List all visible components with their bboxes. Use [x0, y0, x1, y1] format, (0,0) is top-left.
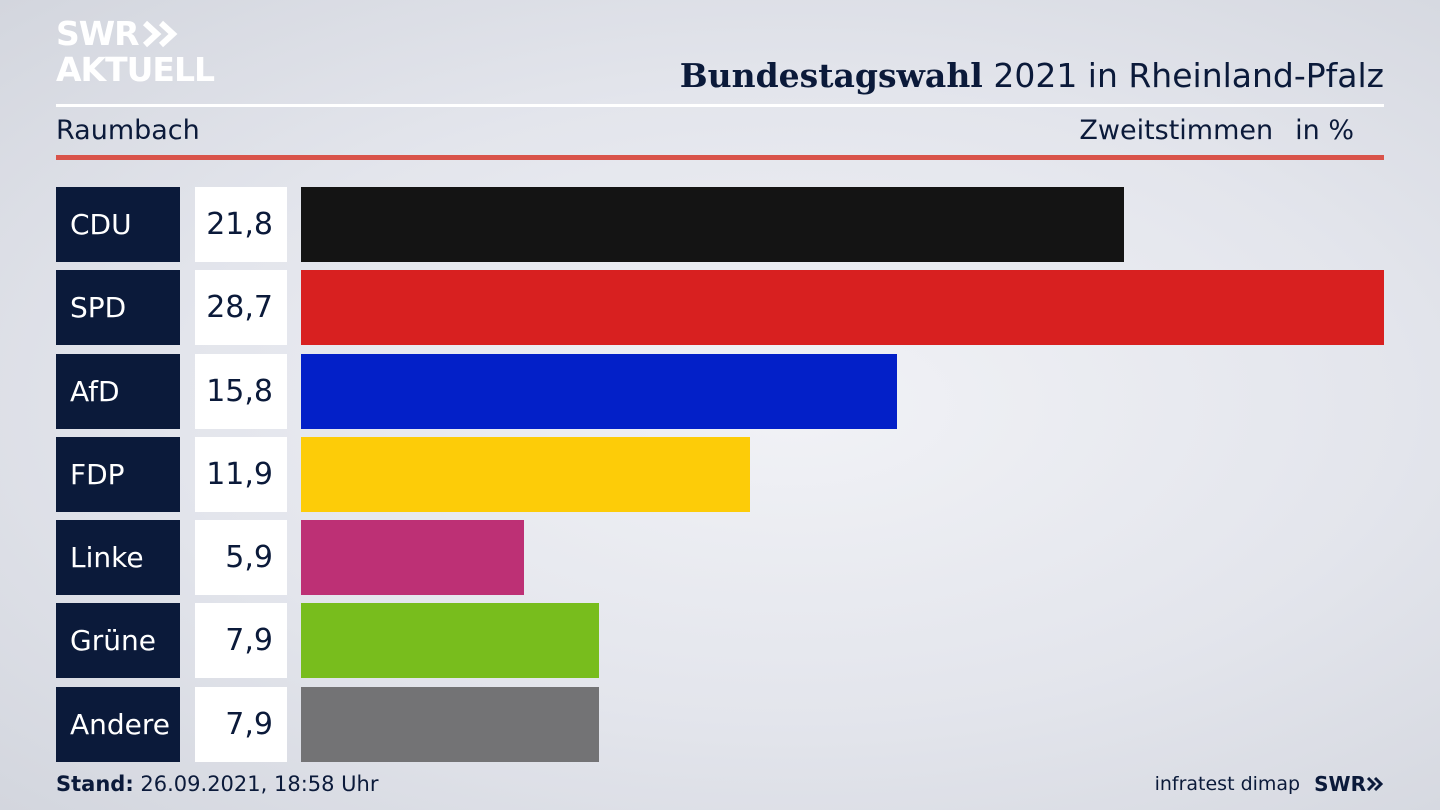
party-label-gr-ne: Grüne [56, 603, 180, 679]
source-text: infratest dimap [1154, 773, 1301, 795]
stand-label: Stand: [56, 772, 134, 796]
logo-aktuell-text: AKTUELL [56, 50, 215, 89]
bar-chart: CDU 21,8 SPD 28,7 AfD 15,8 FDP 11,9 Linke 5,9 Grün… [56, 187, 1384, 770]
stand-value: 26.09.2021, 18:58 Uhr [133, 772, 379, 796]
party-label-fdp: FDP [56, 436, 180, 512]
swr-aktuell-logo: SWR AKTUELL [56, 14, 215, 89]
bar-row-afd: AfD 15,8 [56, 353, 1384, 429]
bar-row-cdu: CDU 21,8 [56, 187, 1384, 262]
value-label-afd: 15,8 [195, 353, 287, 429]
bar-row-fdp: FDP 11,9 [56, 436, 1384, 512]
title-rest: 2021 in Rheinland-Pfalz [982, 56, 1384, 95]
bar-gr-ne [301, 603, 599, 679]
party-label-cdu: CDU [56, 187, 180, 262]
bar-row-gr-ne: Grüne 7,9 [56, 603, 1384, 679]
value-label-gr-ne: 7,9 [195, 603, 287, 679]
bar-row-linke: Linke 5,9 [56, 520, 1384, 596]
party-label-andere: Andere [56, 686, 180, 762]
value-label-fdp: 11,9 [195, 436, 287, 512]
measure-label: Zweitstimmen in % [1079, 115, 1354, 146]
logo-swr-text: SWR [56, 14, 140, 53]
source-credit: infratest dimap SWR [1155, 772, 1384, 796]
timestamp: Stand: 26.09.2021, 18:58 Uhr [56, 772, 379, 796]
bar-andere [301, 686, 599, 762]
bar-row-andere: Andere 7,9 [56, 686, 1384, 762]
bar-cdu [301, 187, 1124, 262]
bar-fdp [301, 436, 750, 512]
title-strong: Bundestagswahl [679, 56, 983, 95]
bar-spd [301, 270, 1384, 346]
double-chevron-small-icon [1366, 776, 1384, 792]
unit-text: in % [1295, 115, 1354, 146]
party-label-spd: SPD [56, 270, 180, 346]
party-label-afd: AfD [56, 353, 180, 429]
value-label-linke: 5,9 [195, 520, 287, 596]
bar-linke [301, 520, 524, 596]
double-chevron-icon [142, 20, 178, 48]
value-label-spd: 28,7 [195, 270, 287, 346]
bar-afd [301, 353, 897, 429]
location-subtitle: Raumbach [56, 115, 200, 146]
party-label-linke: Linke [56, 520, 180, 596]
accent-divider [56, 155, 1384, 160]
value-label-cdu: 21,8 [195, 187, 287, 262]
page-title: Bundestagswahl 2021 in Rheinland-Pfalz [680, 56, 1384, 95]
value-label-andere: 7,9 [195, 686, 287, 762]
swr-footer-text: SWR [1314, 772, 1366, 796]
bar-row-spd: SPD 28,7 [56, 270, 1384, 346]
header-divider [56, 104, 1384, 107]
measure-text: Zweitstimmen [1079, 115, 1274, 146]
swr-footer-logo: SWR [1314, 772, 1384, 796]
